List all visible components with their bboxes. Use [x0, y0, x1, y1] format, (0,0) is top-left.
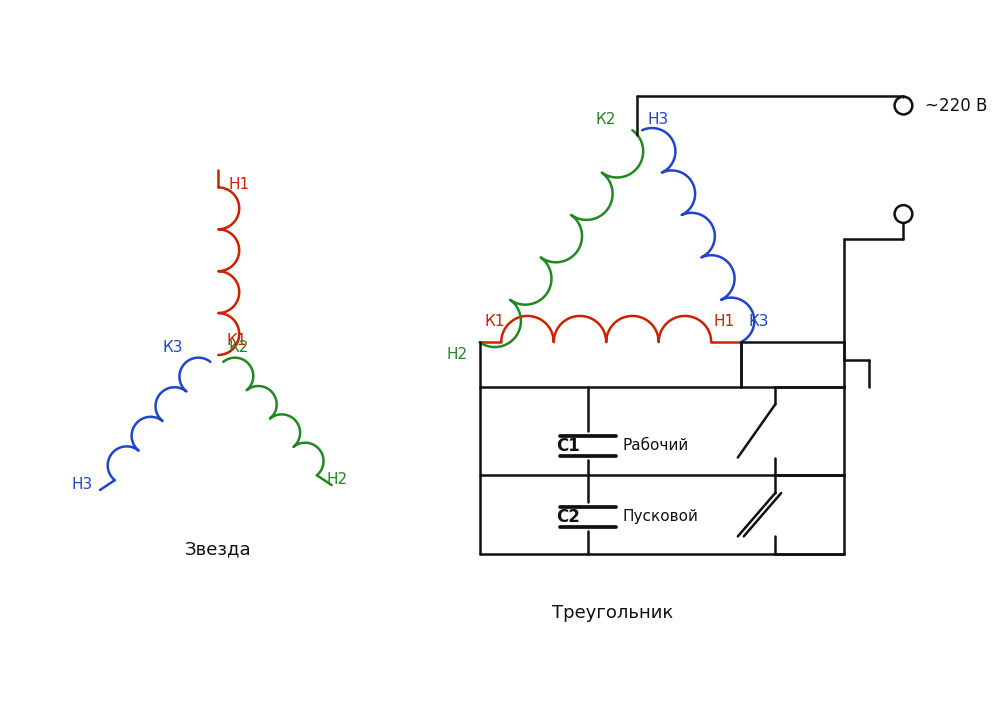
Text: Н1: Н1 — [228, 177, 249, 192]
Text: К1: К1 — [226, 333, 247, 348]
Text: Рабочий: Рабочий — [622, 438, 689, 453]
Text: Н2: Н2 — [327, 472, 348, 487]
Text: К3: К3 — [162, 340, 183, 355]
Text: Звезда: Звезда — [185, 540, 252, 559]
Text: Треугольник: Треугольник — [552, 604, 673, 622]
Text: Н3: Н3 — [72, 477, 93, 492]
Text: Н2: Н2 — [447, 347, 468, 362]
Text: С1: С1 — [556, 437, 580, 455]
Text: Н1: Н1 — [713, 315, 734, 329]
Text: К2: К2 — [596, 112, 616, 127]
Text: К2: К2 — [228, 340, 249, 355]
Text: К1: К1 — [484, 315, 505, 329]
Text: ~220 В: ~220 В — [925, 97, 988, 115]
Text: Н3: Н3 — [647, 112, 668, 127]
Text: К3: К3 — [749, 315, 769, 329]
Text: Пусковой: Пусковой — [622, 509, 698, 524]
Text: С2: С2 — [556, 508, 580, 526]
